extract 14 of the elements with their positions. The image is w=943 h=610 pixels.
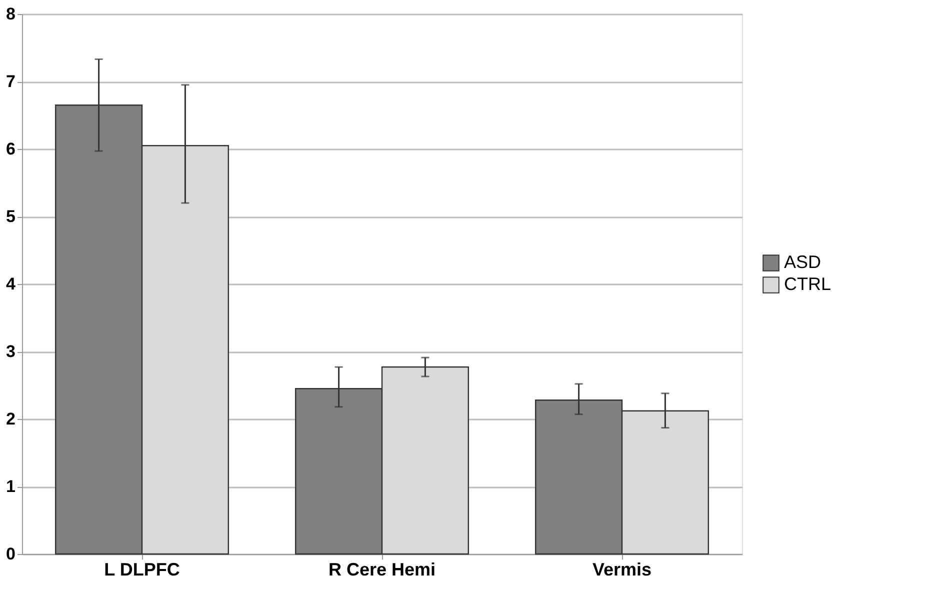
y-tick-label: 8 bbox=[6, 4, 16, 24]
y-tick-label: 7 bbox=[6, 72, 16, 91]
legend-label: CTRL bbox=[784, 274, 832, 294]
x-tick-label: L DLPFC bbox=[104, 560, 180, 580]
x-tick-label: Vermis bbox=[592, 560, 652, 580]
y-tick-label: 1 bbox=[6, 477, 16, 496]
y-tick-label: 2 bbox=[6, 410, 16, 428]
x-tick-label: R Cere Hemi bbox=[328, 560, 436, 580]
y-tick-label: 5 bbox=[6, 207, 16, 226]
y-tick-label: 4 bbox=[6, 274, 16, 294]
y-tick-label: 0 bbox=[6, 544, 16, 564]
y-tick-label: 3 bbox=[6, 342, 16, 361]
legend-label: ASD bbox=[784, 252, 822, 272]
y-tick-label: 6 bbox=[6, 140, 16, 158]
